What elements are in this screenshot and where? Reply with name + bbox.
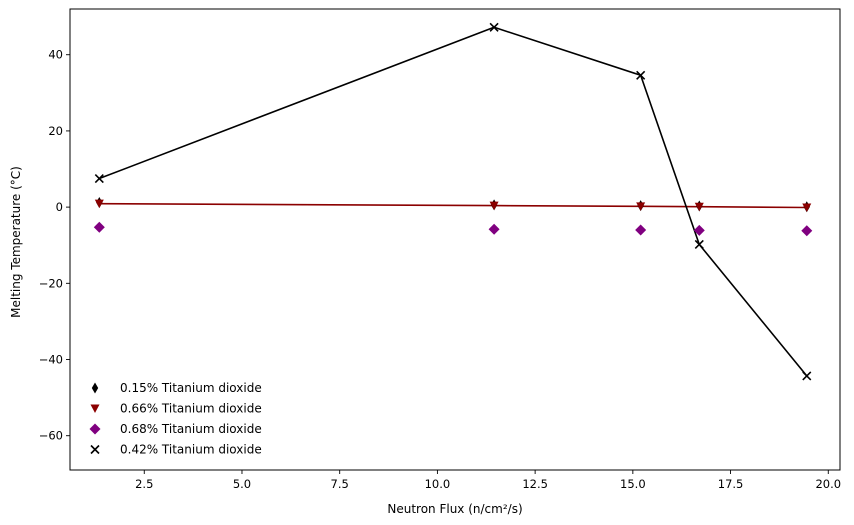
- legend-entry: 0.66% Titanium dioxide: [90, 402, 262, 416]
- x-tick-label: 10.0: [425, 477, 451, 491]
- y-axis-label: Melting Temperature (°C): [9, 166, 23, 318]
- y-tick-label: 0: [56, 200, 63, 214]
- data-point: [488, 223, 500, 235]
- series-markers-3: [93, 221, 813, 237]
- axes: 2.5 5.0 7.5 10.0 12.5 15.0 17.5 20.0 −60 −40 −20 0 2…: [39, 8, 841, 491]
- data-point: [801, 225, 813, 237]
- x-tick-label: 12.5: [522, 477, 548, 491]
- series-markers-4: [94, 22, 812, 381]
- x-tick-label: 2.5: [135, 477, 153, 491]
- y-tick-label: −20: [39, 276, 63, 290]
- y-tick-label: 20: [48, 124, 63, 138]
- legend-marker: [90, 404, 100, 413]
- legend: 0.15% Titanium dioxide 0.66% Titanium dio…: [89, 381, 262, 457]
- legend-marker: [89, 423, 101, 435]
- data-point: [694, 202, 704, 212]
- data-point: [93, 221, 105, 233]
- legend-label: 0.42% Titanium dioxide: [120, 443, 262, 457]
- plot-area: [93, 22, 813, 381]
- y-tick-label: −60: [39, 429, 63, 443]
- legend-marker: [90, 444, 100, 455]
- y-tick-label: 40: [48, 48, 63, 62]
- data-point: [694, 239, 704, 250]
- x-tick-label: 20.0: [815, 477, 841, 491]
- series-markers-2: [94, 199, 812, 212]
- data-point: [635, 224, 647, 236]
- legend-entry: 0.15% Titanium dioxide: [91, 381, 262, 395]
- x-tick-label: 17.5: [718, 477, 744, 491]
- data-point: [94, 199, 104, 209]
- data-point: [94, 173, 104, 184]
- legend-label: 0.66% Titanium dioxide: [120, 402, 262, 416]
- plot-frame: [69, 8, 841, 471]
- data-point: [802, 371, 812, 381]
- data-point: [489, 22, 499, 32]
- x-tick-label: 15.0: [620, 477, 646, 491]
- legend-entry: 0.42% Titanium dioxide: [90, 443, 262, 457]
- data-point: [636, 202, 646, 211]
- legend-label: 0.68% Titanium dioxide: [120, 422, 262, 436]
- data-point: [802, 203, 812, 212]
- x-tick-label: 7.5: [331, 477, 349, 491]
- legend-label: 0.15% Titanium dioxide: [120, 381, 262, 395]
- data-point: [636, 70, 646, 80]
- legend-marker: [91, 382, 99, 394]
- legend-entry: 0.68% Titanium dioxide: [89, 422, 262, 436]
- y-tick-label: −40: [39, 353, 63, 367]
- data-point: [489, 201, 499, 211]
- x-tick-label: 5.0: [233, 477, 251, 491]
- x-axis-label: Neutron Flux (n/cm²/s): [387, 502, 522, 516]
- data-point: [693, 224, 705, 236]
